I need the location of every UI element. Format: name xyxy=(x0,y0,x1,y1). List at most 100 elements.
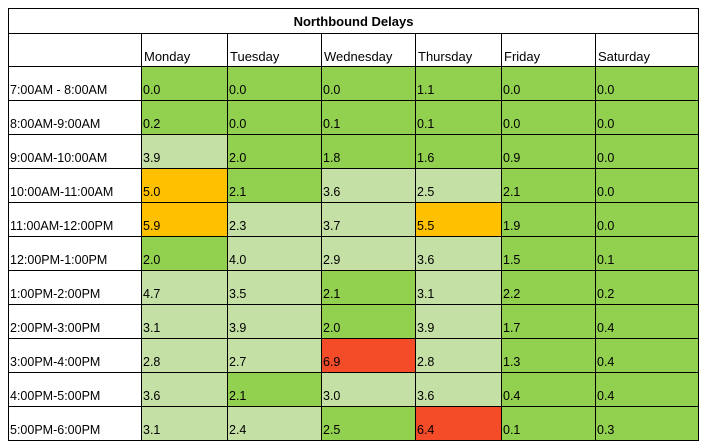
delay-value-cell[interactable]: 0.0 xyxy=(227,66,322,101)
delay-value-cell[interactable]: 5.9 xyxy=(141,202,228,237)
time-slot-cell[interactable]: 1:00PM-2:00PM xyxy=(8,270,142,305)
time-slot-cell[interactable]: 11:00AM-12:00PM xyxy=(8,202,142,237)
delay-value-cell[interactable]: 2.5 xyxy=(415,168,502,203)
delay-value-cell[interactable]: 6.4 xyxy=(415,406,502,441)
delay-value-cell[interactable]: 3.6 xyxy=(321,168,416,203)
table-row: 5:00PM-6:00PM 3.1 2.4 2.5 6.4 0.1 0.3 xyxy=(8,406,700,441)
delay-value-cell[interactable]: 1.6 xyxy=(415,134,502,169)
table-title[interactable]: Northbound Delays xyxy=(7,8,700,34)
delay-value-cell[interactable]: 5.0 xyxy=(141,168,228,203)
delay-value-cell[interactable]: 0.0 xyxy=(594,134,700,169)
table-row: 2:00PM-3:00PM 3.1 3.9 2.0 3.9 1.7 0.4 xyxy=(8,304,700,339)
delay-value-cell[interactable]: 1.1 xyxy=(415,66,502,101)
delay-value-cell[interactable]: 2.4 xyxy=(227,406,322,441)
header-cell-wednesday[interactable]: Wednesday xyxy=(321,33,416,67)
delay-value-cell[interactable]: 2.0 xyxy=(141,236,228,271)
delay-value-cell[interactable]: 3.6 xyxy=(141,372,228,407)
header-cell-saturday[interactable]: Saturday xyxy=(594,33,700,67)
delay-value-cell[interactable]: 0.1 xyxy=(321,100,416,135)
table-row: 7:00AM - 8:00AM 0.0 0.0 0.0 1.1 0.0 0.0 xyxy=(8,66,700,101)
table-row: 1:00PM-2:00PM 4.7 3.5 2.1 3.1 2.2 0.2 xyxy=(8,270,700,305)
delay-value-cell[interactable]: 2.0 xyxy=(227,134,322,169)
delay-value-cell[interactable]: 0.3 xyxy=(594,406,700,441)
delay-value-cell[interactable]: 3.9 xyxy=(415,304,502,339)
delay-value-cell[interactable]: 3.7 xyxy=(321,202,416,237)
delay-value-cell[interactable]: 0.0 xyxy=(501,66,596,101)
delay-value-cell[interactable]: 0.1 xyxy=(501,406,596,441)
delay-value-cell[interactable]: 1.7 xyxy=(501,304,596,339)
table-row: 11:00AM-12:00PM 5.9 2.3 3.7 5.5 1.9 0.0 xyxy=(8,202,700,237)
delay-value-cell[interactable]: 3.9 xyxy=(227,304,322,339)
delay-value-cell[interactable]: 2.1 xyxy=(227,168,322,203)
delay-value-cell[interactable]: 0.0 xyxy=(321,66,416,101)
delay-value-cell[interactable]: 1.9 xyxy=(501,202,596,237)
delay-value-cell[interactable]: 2.1 xyxy=(227,372,322,407)
delay-value-cell[interactable]: 4.0 xyxy=(227,236,322,271)
delay-value-cell[interactable]: 4.7 xyxy=(141,270,228,305)
delay-value-cell[interactable]: 2.8 xyxy=(415,338,502,373)
time-slot-cell[interactable]: 9:00AM-10:00AM xyxy=(8,134,142,169)
delay-value-cell[interactable]: 0.9 xyxy=(501,134,596,169)
table-row: 8:00AM-9:00AM 0.2 0.0 0.1 0.1 0.0 0.0 xyxy=(8,100,700,135)
delay-value-cell[interactable]: 2.1 xyxy=(321,270,416,305)
delay-value-cell[interactable]: 0.0 xyxy=(594,168,700,203)
delay-value-cell[interactable]: 2.9 xyxy=(321,236,416,271)
delay-value-cell[interactable]: 2.1 xyxy=(501,168,596,203)
delay-value-cell[interactable]: 2.0 xyxy=(321,304,416,339)
delay-value-cell[interactable]: 0.4 xyxy=(501,372,596,407)
table-row: 12:00PM-1:00PM 2.0 4.0 2.9 3.6 1.5 0.1 xyxy=(8,236,700,271)
delay-value-cell[interactable]: 3.1 xyxy=(141,304,228,339)
delay-value-cell[interactable]: 2.7 xyxy=(227,338,322,373)
delay-value-cell[interactable]: 0.0 xyxy=(227,100,322,135)
header-row: Monday Tuesday Wednesday Thursday Friday Satu… xyxy=(8,33,700,67)
time-slot-cell[interactable]: 8:00AM-9:00AM xyxy=(8,100,142,135)
delay-value-cell[interactable]: 0.1 xyxy=(415,100,502,135)
delay-value-cell[interactable]: 0.0 xyxy=(141,66,228,101)
delay-value-cell[interactable]: 1.8 xyxy=(321,134,416,169)
delay-value-cell[interactable]: 0.2 xyxy=(594,270,700,305)
header-cell-friday[interactable]: Friday xyxy=(501,33,596,67)
time-slot-cell[interactable]: 10:00AM-11:00AM xyxy=(8,168,142,203)
delay-value-cell[interactable]: 2.5 xyxy=(321,406,416,441)
time-slot-cell[interactable]: 3:00PM-4:00PM xyxy=(8,338,142,373)
northbound-delays-table: Northbound Delays Monday Tuesday Wednesday… xyxy=(7,8,700,441)
header-cell-thursday[interactable]: Thursday xyxy=(415,33,502,67)
delay-value-cell[interactable]: 3.6 xyxy=(415,372,502,407)
delay-value-cell[interactable]: 3.1 xyxy=(415,270,502,305)
delay-value-cell[interactable]: 5.5 xyxy=(415,202,502,237)
delay-value-cell[interactable]: 0.0 xyxy=(594,100,700,135)
delay-value-cell[interactable]: 0.4 xyxy=(594,338,700,373)
time-slot-cell[interactable]: 12:00PM-1:00PM xyxy=(8,236,142,271)
delay-value-cell[interactable]: 3.0 xyxy=(321,372,416,407)
delay-value-cell[interactable]: 3.5 xyxy=(227,270,322,305)
delay-value-cell[interactable]: 0.2 xyxy=(141,100,228,135)
delay-value-cell[interactable]: 0.4 xyxy=(594,372,700,407)
time-slot-cell[interactable]: 4:00PM-5:00PM xyxy=(8,372,142,407)
header-cell-monday[interactable]: Monday xyxy=(141,33,228,67)
delay-value-cell[interactable]: 0.4 xyxy=(594,304,700,339)
header-cell-tuesday[interactable]: Tuesday xyxy=(227,33,322,67)
delay-value-cell[interactable]: 1.5 xyxy=(501,236,596,271)
delay-value-cell[interactable]: 6.9 xyxy=(321,338,416,373)
time-slot-cell[interactable]: 7:00AM - 8:00AM xyxy=(8,66,142,101)
table-row: 10:00AM-11:00AM 5.0 2.1 3.6 2.5 2.1 0.0 xyxy=(8,168,700,203)
delay-value-cell[interactable]: 2.2 xyxy=(501,270,596,305)
delay-value-cell[interactable]: 3.9 xyxy=(141,134,228,169)
delay-value-cell[interactable]: 3.6 xyxy=(415,236,502,271)
table-row: 3:00PM-4:00PM 2.8 2.7 6.9 2.8 1.3 0.4 xyxy=(8,338,700,373)
delay-value-cell[interactable]: 2.3 xyxy=(227,202,322,237)
time-slot-cell[interactable]: 5:00PM-6:00PM xyxy=(8,406,142,441)
time-slot-cell[interactable]: 2:00PM-3:00PM xyxy=(8,304,142,339)
delay-value-cell[interactable]: 1.3 xyxy=(501,338,596,373)
delay-value-cell[interactable]: 0.0 xyxy=(501,100,596,135)
delay-value-cell[interactable]: 3.1 xyxy=(141,406,228,441)
table-body: 7:00AM - 8:00AM 0.0 0.0 0.0 1.1 0.0 0.0 8:00AM-… xyxy=(8,66,700,441)
delay-value-cell[interactable]: 0.0 xyxy=(594,202,700,237)
delays-sheet: Northbound Delays Monday Tuesday Wednesday… xyxy=(7,8,700,441)
delay-value-cell[interactable]: 0.1 xyxy=(594,236,700,271)
table-row: 4:00PM-5:00PM 3.6 2.1 3.0 3.6 0.4 0.4 xyxy=(8,372,700,407)
delay-value-cell[interactable]: 0.0 xyxy=(594,66,700,101)
header-corner-cell[interactable] xyxy=(8,33,142,67)
table-row: 9:00AM-10:00AM 3.9 2.0 1.8 1.6 0.9 0.0 xyxy=(8,134,700,169)
delay-value-cell[interactable]: 2.8 xyxy=(141,338,228,373)
